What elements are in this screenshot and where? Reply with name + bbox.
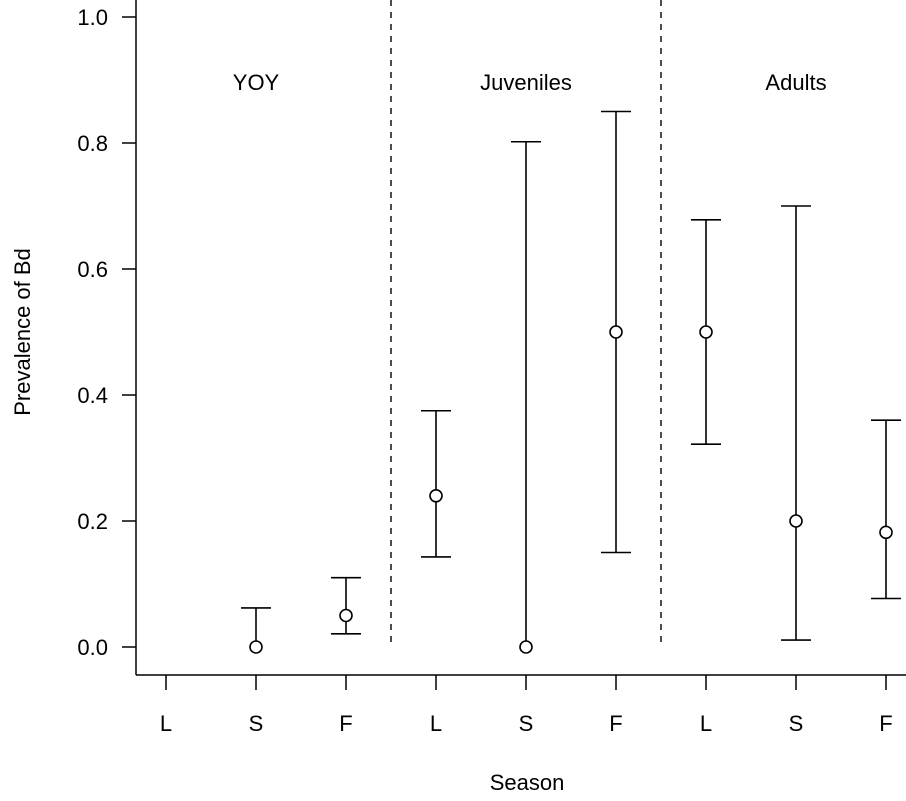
x-tick-label: S: [519, 711, 534, 736]
x-tick-label: S: [789, 711, 804, 736]
data-point-group: [601, 110, 631, 554]
y-tick-label: 0.6: [77, 257, 108, 282]
x-tick-label: L: [160, 711, 172, 736]
data-point-group: [331, 576, 361, 635]
data-point-group: [781, 205, 811, 641]
x-tick-label: L: [430, 711, 442, 736]
y-tick-label: 0.8: [77, 131, 108, 156]
data-point: [339, 608, 353, 623]
data-point: [789, 514, 803, 528]
data-point: [879, 525, 893, 540]
y-tick-label: 0.0: [77, 635, 108, 660]
data-point: [249, 640, 263, 654]
data-point-group: [511, 140, 541, 654]
y-tick-label: 0.2: [77, 509, 108, 534]
y-tick-label: 1.0: [77, 5, 108, 30]
data-series: [241, 110, 901, 654]
x-tick-label: L: [700, 711, 712, 736]
y-axis-title: Prevalence of Bd: [10, 248, 35, 416]
x-tick-label: F: [339, 711, 352, 736]
group-label: Adults: [765, 70, 826, 95]
group-labels: YOY Juveniles Adults: [233, 70, 827, 95]
data-point-group: [691, 219, 721, 445]
data-point: [609, 325, 623, 339]
data-point: [429, 488, 443, 503]
data-point: [519, 640, 533, 654]
data-point-group: [241, 607, 271, 654]
x-tick-label: F: [879, 711, 892, 736]
x-axis-title: Season: [490, 770, 565, 795]
group-label: Juveniles: [480, 70, 572, 95]
data-point-group: [421, 409, 451, 558]
y-tick-label: 0.4: [77, 383, 108, 408]
x-tick-label: S: [249, 711, 264, 736]
axes: 0.0 0.2 0.4 0.6 0.8 1.0 L S F L S F L S F: [77, 0, 906, 736]
x-tick-label: F: [609, 711, 622, 736]
group-label: YOY: [233, 70, 280, 95]
data-point: [699, 325, 713, 339]
data-point-group: [871, 419, 901, 600]
